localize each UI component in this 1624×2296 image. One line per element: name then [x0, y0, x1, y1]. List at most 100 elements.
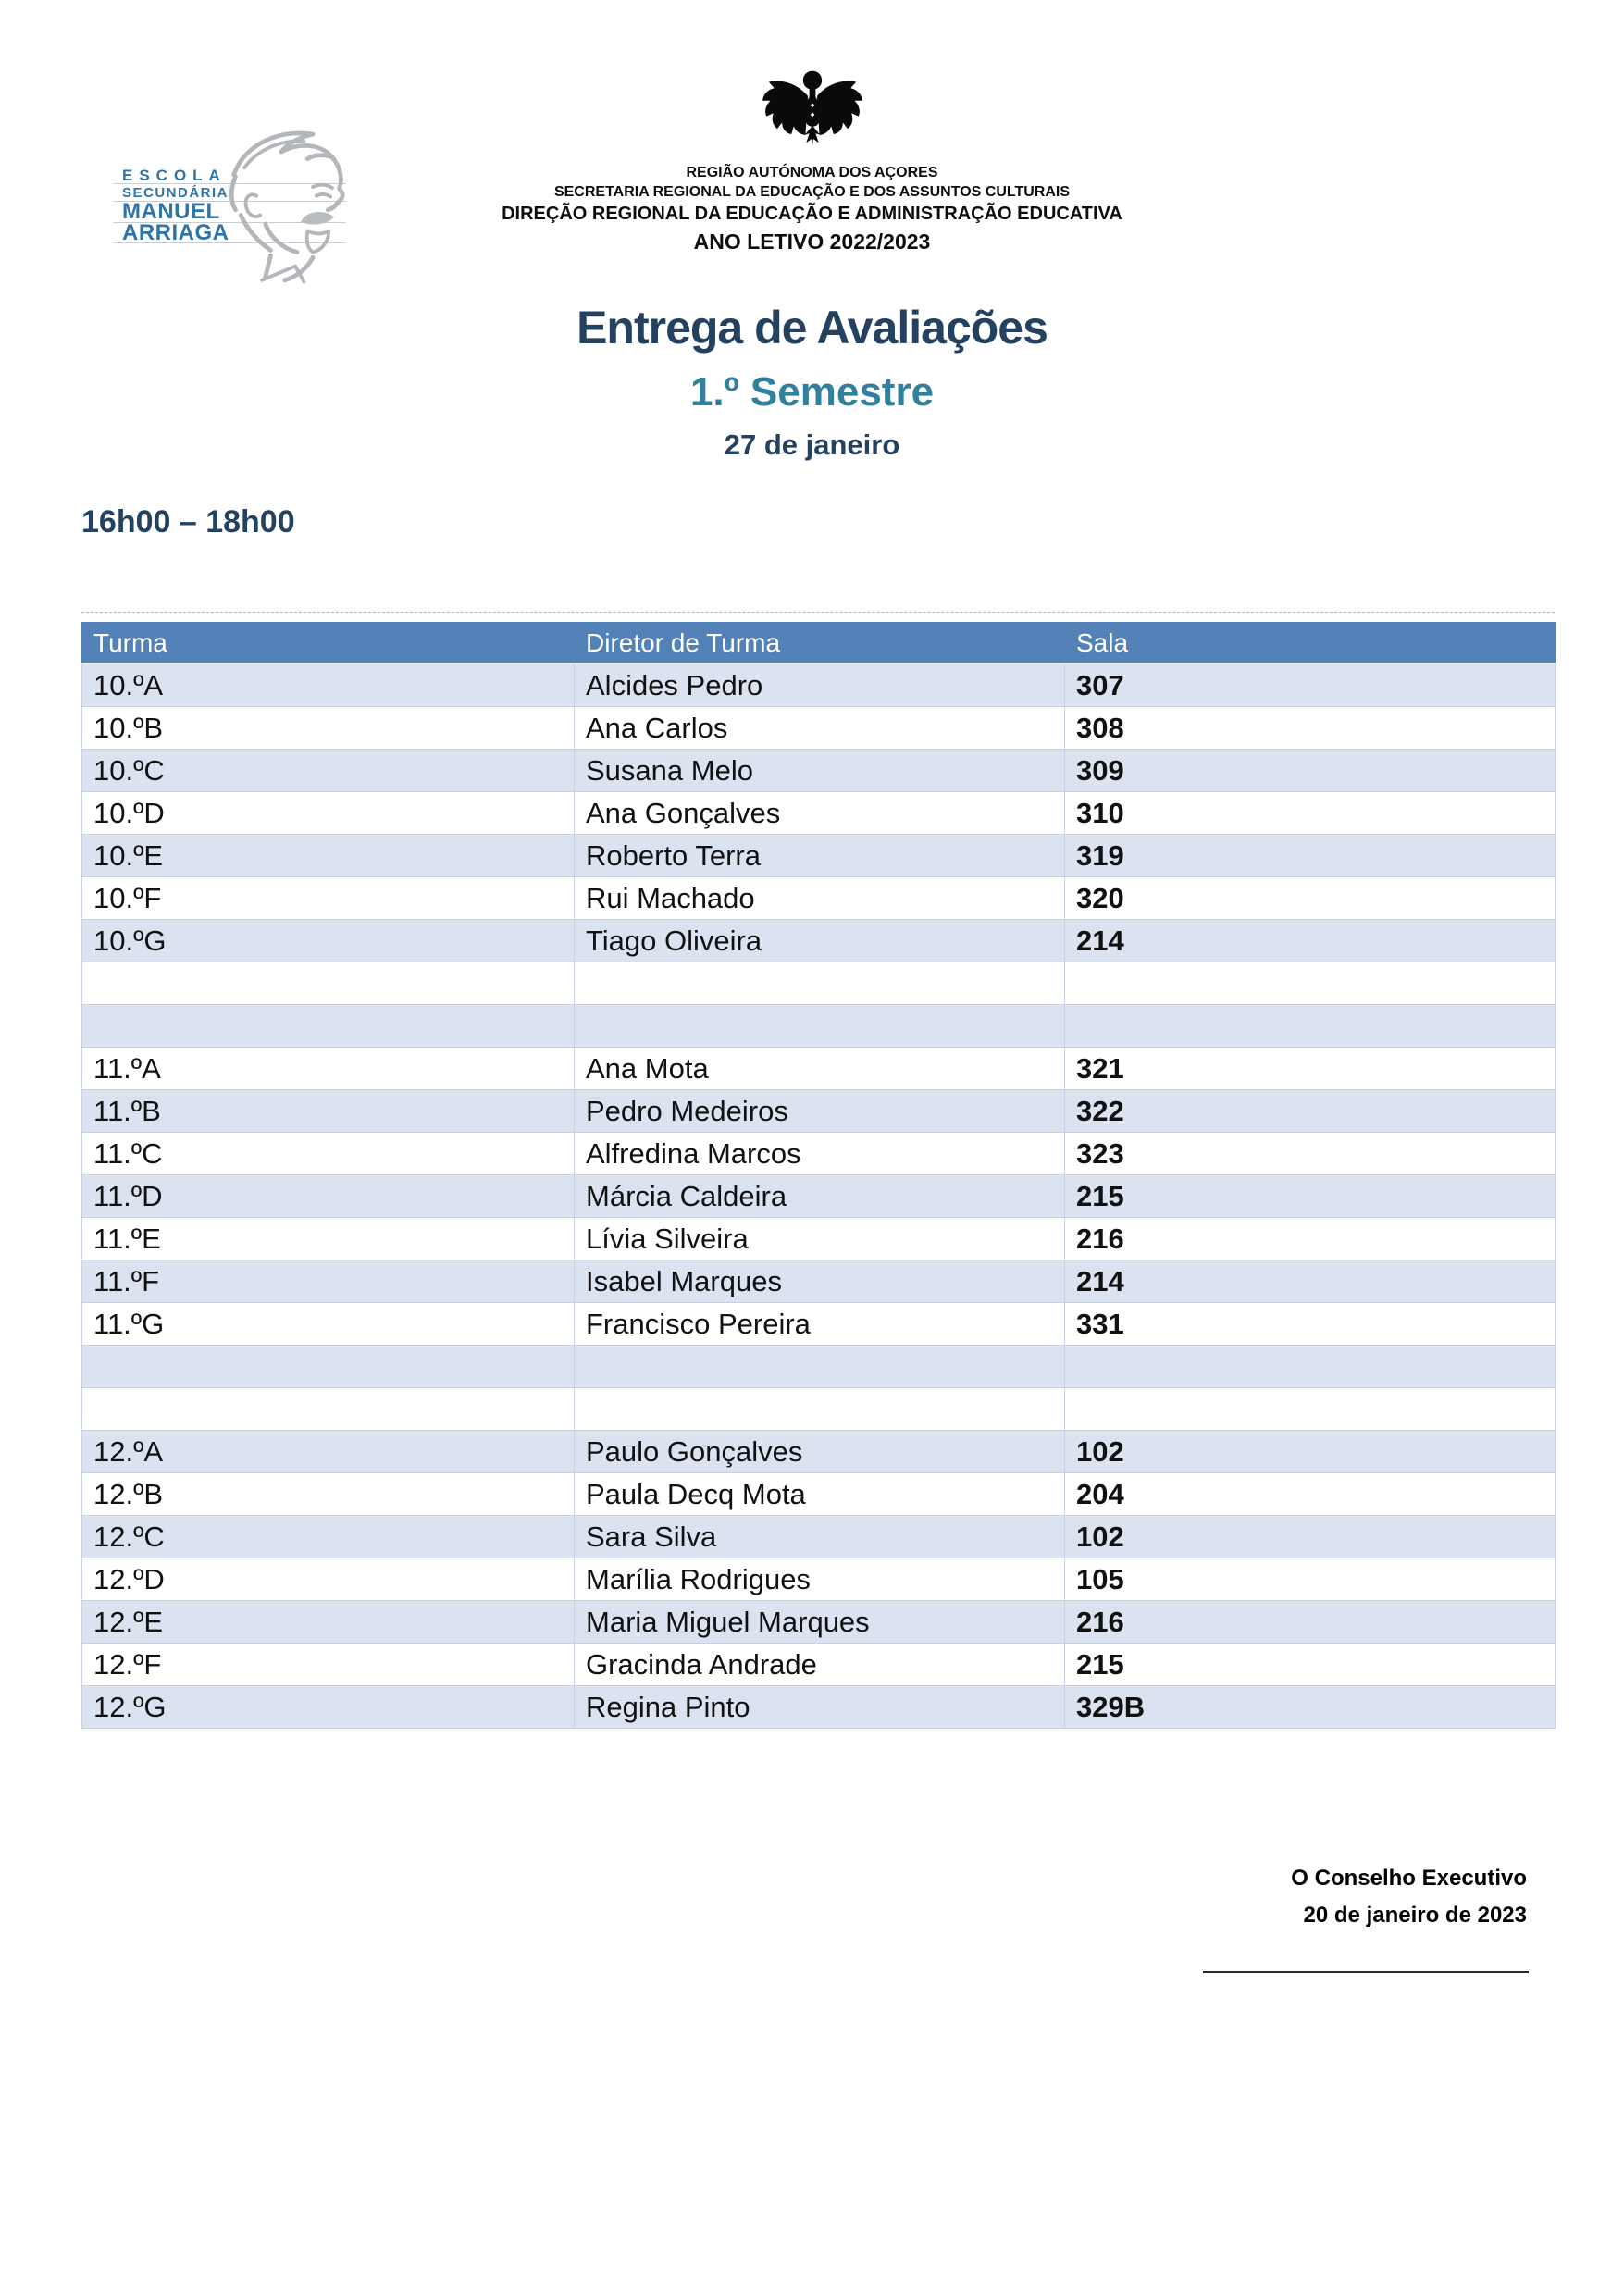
gov-line-direcao: DIREÇÃO REGIONAL DA EDUCAÇÃO E ADMINISTR…	[502, 204, 1122, 224]
cell-diretor: Paula Decq Mota	[574, 1472, 1065, 1516]
table-row: 12.ºA Paulo Gonçalves 102	[81, 1430, 1556, 1473]
table-row: 10.ºC Susana Melo 309	[81, 749, 1556, 792]
column-header-turma: Turma	[81, 622, 575, 664]
cell-diretor: Roberto Terra	[574, 834, 1065, 877]
cell-diretor: Márcia Caldeira	[574, 1174, 1065, 1218]
cell-turma: 11.ºE	[81, 1217, 575, 1260]
table-row: 10.ºA Alcides Pedro 307	[81, 663, 1556, 707]
table-row: 10.ºD Ana Gonçalves 310	[81, 791, 1556, 835]
cell-sala: 214	[1064, 1260, 1556, 1303]
cell-sala: 323	[1064, 1132, 1556, 1175]
cell-sala: 215	[1064, 1643, 1556, 1686]
government-header: REGIÃO AUTÓNOMA DOS AÇORES SECRETARIA RE…	[0, 63, 1624, 255]
cell-sala: 321	[1064, 1047, 1556, 1090]
table-row: 10.ºF Rui Machado 320	[81, 876, 1556, 920]
cell-diretor: Isabel Marques	[574, 1260, 1065, 1303]
cell-sala: 214	[1064, 919, 1556, 962]
cell-diretor	[574, 1004, 1065, 1048]
cell-turma: 10.ºB	[81, 706, 575, 750]
table-row: 11.ºD Márcia Caldeira 215	[81, 1174, 1556, 1218]
cell-diretor	[574, 962, 1065, 1005]
cell-turma: 12.ºF	[81, 1643, 575, 1686]
cell-turma: 12.ºD	[81, 1558, 575, 1601]
cell-diretor: Gracinda Andrade	[574, 1643, 1065, 1686]
manuel-arriaga-portrait-sketch	[229, 130, 345, 284]
schedule-table: Turma Diretor de Turma Sala 10.ºA Alcides…	[81, 622, 1556, 1729]
title-block: Entrega de Avaliações 1.º Semestre 27 de…	[0, 301, 1624, 462]
table-row: 12.ºC Sara Silva 102	[81, 1515, 1556, 1558]
cell-turma: 10.ºC	[81, 749, 575, 792]
cell-diretor	[574, 1345, 1065, 1388]
cell-turma: 11.ºG	[81, 1302, 575, 1346]
cell-sala: 308	[1064, 706, 1556, 750]
gov-line-ano-letivo: ANO LETIVO 2022/2023	[693, 230, 931, 254]
cell-sala: 319	[1064, 834, 1556, 877]
schedule-table-body: 10.ºA Alcides Pedro 307 10.ºB Ana Carlos 308 1…	[81, 663, 1556, 1729]
cell-diretor: Francisco Pereira	[574, 1302, 1065, 1346]
cell-diretor: Marília Rodrigues	[574, 1558, 1065, 1601]
cell-turma: 12.ºB	[81, 1472, 575, 1516]
table-row: 11.ºC Alfredina Marcos 323	[81, 1132, 1556, 1175]
cell-turma: 10.ºF	[81, 876, 575, 920]
table-header-row: Turma Diretor de Turma Sala	[81, 622, 1556, 664]
table-row: 10.ºE Roberto Terra 319	[81, 834, 1556, 877]
table-row: 11.ºB Pedro Medeiros 322	[81, 1089, 1556, 1133]
cell-diretor	[574, 1387, 1065, 1431]
cell-diretor: Ana Gonçalves	[574, 791, 1065, 835]
cell-sala: 216	[1064, 1600, 1556, 1644]
cell-sala: 310	[1064, 791, 1556, 835]
logo-rule	[113, 201, 346, 202]
logo-text-manuel: MANUEL	[122, 199, 220, 224]
logo-rule	[113, 222, 346, 223]
gov-line-region: REGIÃO AUTÓNOMA DOS AÇORES	[686, 165, 938, 180]
cell-sala: 307	[1064, 663, 1556, 707]
table-row-empty	[81, 1387, 1556, 1431]
cell-diretor: Paulo Gonçalves	[574, 1430, 1065, 1473]
azores-eagle-emblem	[762, 70, 862, 146]
logo-rule	[113, 242, 346, 243]
cell-diretor: Sara Silva	[574, 1515, 1065, 1558]
cell-sala: 204	[1064, 1472, 1556, 1516]
logo-text-secundaria: SECUNDÁRIA	[122, 185, 229, 201]
cell-diretor: Rui Machado	[574, 876, 1065, 920]
signed-by: O Conselho Executivo	[1291, 1866, 1527, 1891]
column-header-diretor: Diretor de Turma	[574, 622, 1065, 664]
cell-turma: 10.ºA	[81, 663, 575, 707]
table-row-empty	[81, 1004, 1556, 1048]
signature-block: O Conselho Executivo 20 de janeiro de 20…	[1291, 1860, 1527, 1934]
cell-turma: 12.ºA	[81, 1430, 575, 1473]
cell-diretor: Ana Carlos	[574, 706, 1065, 750]
cell-diretor: Maria Miguel Marques	[574, 1600, 1065, 1644]
cell-sala: 331	[1064, 1302, 1556, 1346]
cell-turma: 12.ºC	[81, 1515, 575, 1558]
cell-diretor: Ana Mota	[574, 1047, 1065, 1090]
cell-diretor: Susana Melo	[574, 749, 1065, 792]
logo-rule	[113, 183, 346, 184]
page-title: Entrega de Avaliações	[576, 302, 1048, 354]
table-row: 12.ºD Marília Rodrigues 105	[81, 1558, 1556, 1601]
table-row: 11.ºA Ana Mota 321	[81, 1047, 1556, 1090]
table-row: 10.ºG Tiago Oliveira 214	[81, 919, 1556, 962]
cell-sala: 105	[1064, 1558, 1556, 1601]
school-logo: ESCOLA SECUNDÁRIA MANUEL ARRIAGA	[109, 130, 387, 301]
cell-sala: 215	[1064, 1174, 1556, 1218]
cell-turma	[81, 962, 575, 1005]
cell-turma	[81, 1387, 575, 1431]
cell-diretor: Lívia Silveira	[574, 1217, 1065, 1260]
cell-diretor: Alcides Pedro	[574, 663, 1065, 707]
cell-diretor: Tiago Oliveira	[574, 919, 1065, 962]
cell-turma: 11.ºD	[81, 1174, 575, 1218]
cell-sala	[1064, 1345, 1556, 1388]
cell-turma: 10.ºG	[81, 919, 575, 962]
semester-subtitle: 1.º Semestre	[689, 369, 935, 415]
cell-turma: 11.ºB	[81, 1089, 575, 1133]
table-row-empty	[81, 962, 1556, 1005]
cell-sala: 102	[1064, 1515, 1556, 1558]
cell-sala: 320	[1064, 876, 1556, 920]
table-row: 11.ºE Lívia Silveira 216	[81, 1217, 1556, 1260]
cell-sala	[1064, 1387, 1556, 1431]
session-time: 16h00 – 18h00	[81, 504, 295, 540]
logo-text-arriaga: ARRIAGA	[122, 220, 229, 245]
cell-turma: 10.ºD	[81, 791, 575, 835]
